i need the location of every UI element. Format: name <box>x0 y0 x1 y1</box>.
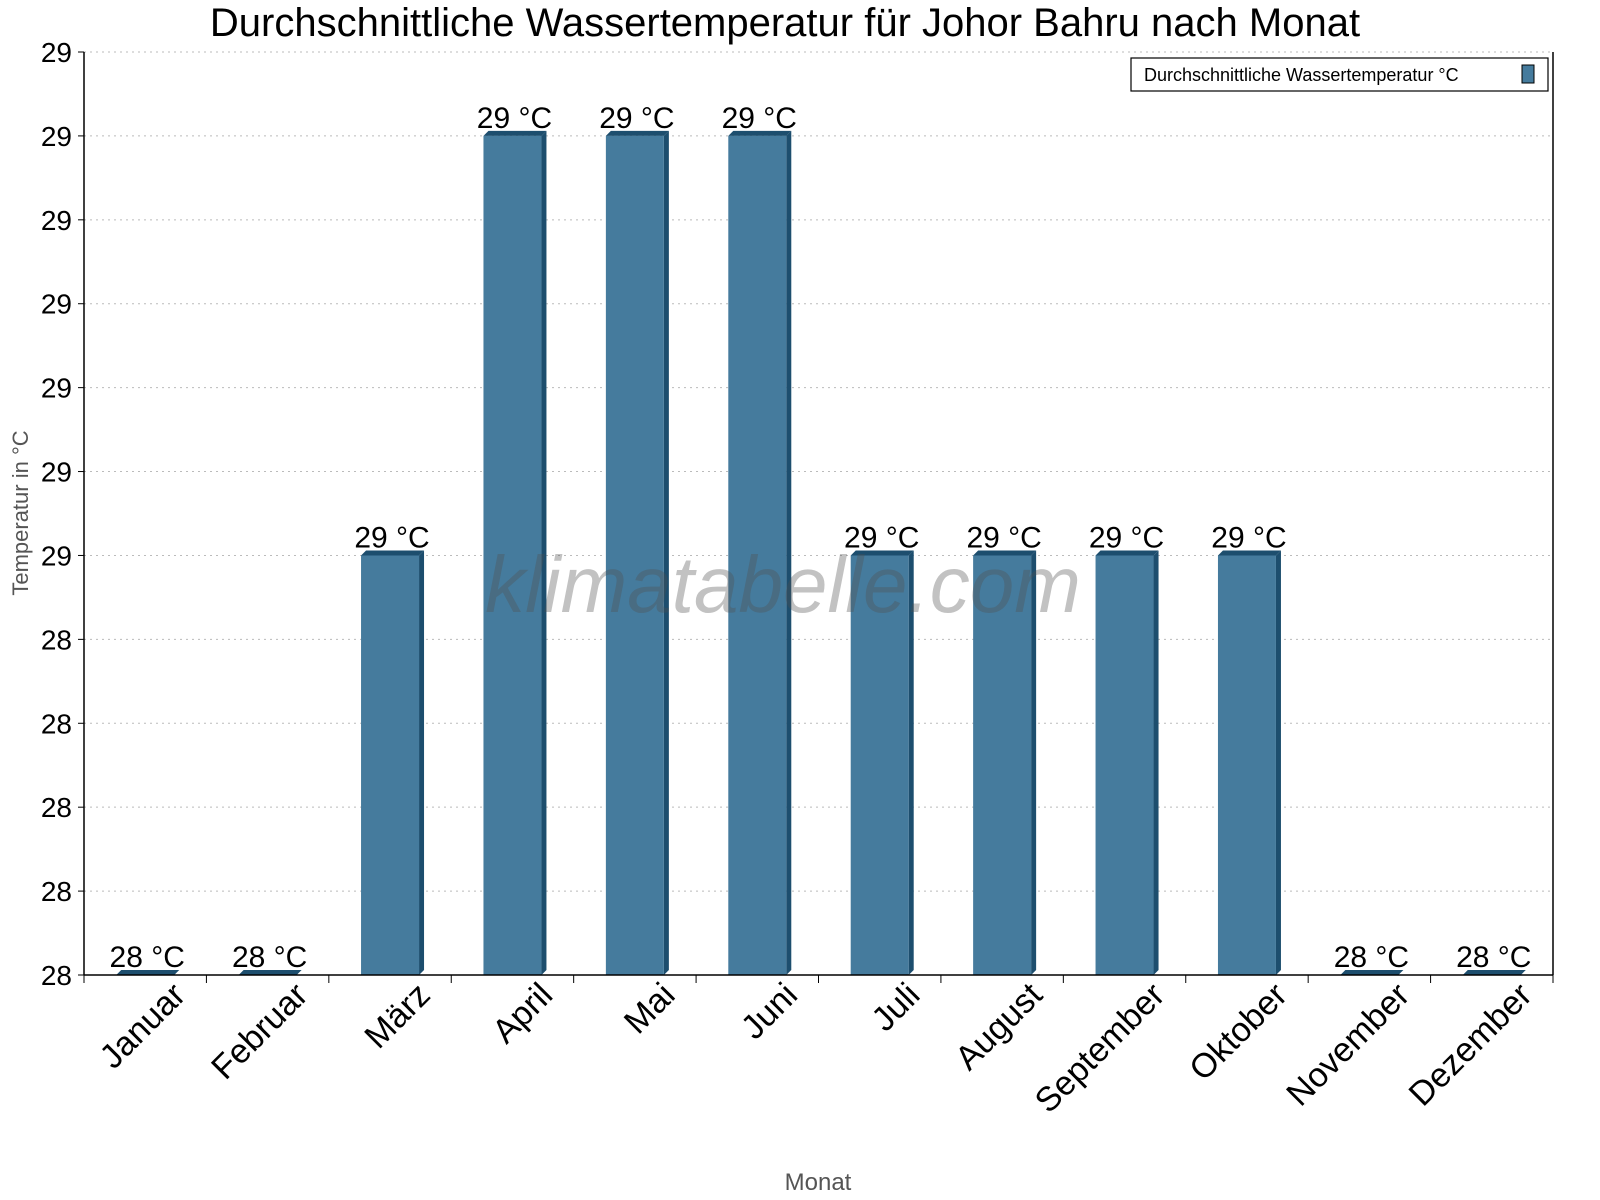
x-tick-label: April <box>485 976 560 1051</box>
bar-top <box>850 550 914 556</box>
x-tick-label: Juni <box>734 976 805 1047</box>
y-tick-label: 29 <box>41 289 72 320</box>
bar-top <box>238 970 302 975</box>
legend: Durchschnittliche Wassertemperatur °C <box>1130 57 1549 92</box>
y-tick-label: 28 <box>41 708 72 739</box>
y-tick-label: 28 <box>41 792 72 823</box>
data-label: 28 °C <box>232 941 307 974</box>
bar <box>361 555 420 975</box>
bar-side <box>1275 550 1281 975</box>
data-label: 29 °C <box>477 102 552 135</box>
bar <box>1095 555 1154 975</box>
x-tick-label: August <box>948 975 1050 1077</box>
y-tick-label: 28 <box>41 624 72 655</box>
y-axis-label: Temperatur in °C <box>8 430 33 595</box>
data-label: 28 °C <box>1334 941 1409 974</box>
y-tick-label: 28 <box>41 960 72 991</box>
bar-top <box>728 130 792 136</box>
x-tick-label: Oktober <box>1182 976 1294 1088</box>
bar-top <box>361 550 425 556</box>
bar <box>605 135 664 976</box>
bar-top <box>483 130 547 136</box>
legend-swatch <box>1521 64 1535 84</box>
bar <box>850 555 909 975</box>
chart-title: Durchschnittliche Wassertemperatur für J… <box>210 1 1360 45</box>
y-tick-label: 29 <box>41 121 72 152</box>
y-tick-label: 29 <box>41 205 72 236</box>
x-tick-label: März <box>357 976 437 1056</box>
data-label: 29 °C <box>1211 521 1286 554</box>
bar <box>483 135 542 976</box>
bar-side <box>1153 550 1159 975</box>
bar-top <box>973 550 1037 556</box>
x-tick-label: Mai <box>617 976 683 1042</box>
bar-top <box>1340 970 1404 975</box>
bar-side <box>541 130 547 976</box>
bar-top <box>605 130 669 136</box>
gridlines <box>84 51 1553 892</box>
x-tick-label: Februar <box>204 976 315 1087</box>
bar-top <box>1462 970 1526 975</box>
bar <box>1217 555 1276 975</box>
x-tick-label: November <box>1279 976 1417 1114</box>
data-label: 29 °C <box>844 521 919 554</box>
y-tick-label: 29 <box>41 37 72 68</box>
y-tick-label: 28 <box>41 876 72 907</box>
bars: 28 °C 28 °C 29 °C 29 °C 29 °C 29 °C 29 °C 29 °C… <box>110 102 1531 976</box>
data-label: 28 °C <box>110 941 185 974</box>
bar-top <box>1217 550 1281 556</box>
bar-top <box>116 970 180 975</box>
legend-label: Durchschnittliche Wassertemperatur °C <box>1144 65 1459 85</box>
bar-side <box>419 550 425 975</box>
x-tick-label: September <box>1028 976 1172 1120</box>
x-tick-label: Juli <box>864 976 927 1039</box>
data-label: 29 °C <box>1089 521 1164 554</box>
bar-side <box>1031 550 1037 975</box>
x-axis-label: Monat <box>785 1169 852 1196</box>
data-label: 29 °C <box>722 102 797 135</box>
bar-top <box>1095 550 1159 556</box>
data-label: 29 °C <box>966 521 1041 554</box>
bar <box>728 135 787 976</box>
y-tick-label: 29 <box>41 457 72 488</box>
bar <box>973 555 1032 975</box>
x-tick-label: Dezember <box>1402 976 1540 1114</box>
y-tick-label: 29 <box>41 373 72 404</box>
bar-side <box>663 130 669 976</box>
data-label: 28 °C <box>1456 941 1531 974</box>
bar-side <box>908 550 914 975</box>
bar-side <box>786 130 792 976</box>
data-label: 29 °C <box>599 102 674 135</box>
x-tick-label: Januar <box>92 976 192 1076</box>
data-label: 29 °C <box>354 521 429 554</box>
y-tick-label: 29 <box>41 540 72 571</box>
watermark: klimatabelle.com <box>485 540 1081 629</box>
